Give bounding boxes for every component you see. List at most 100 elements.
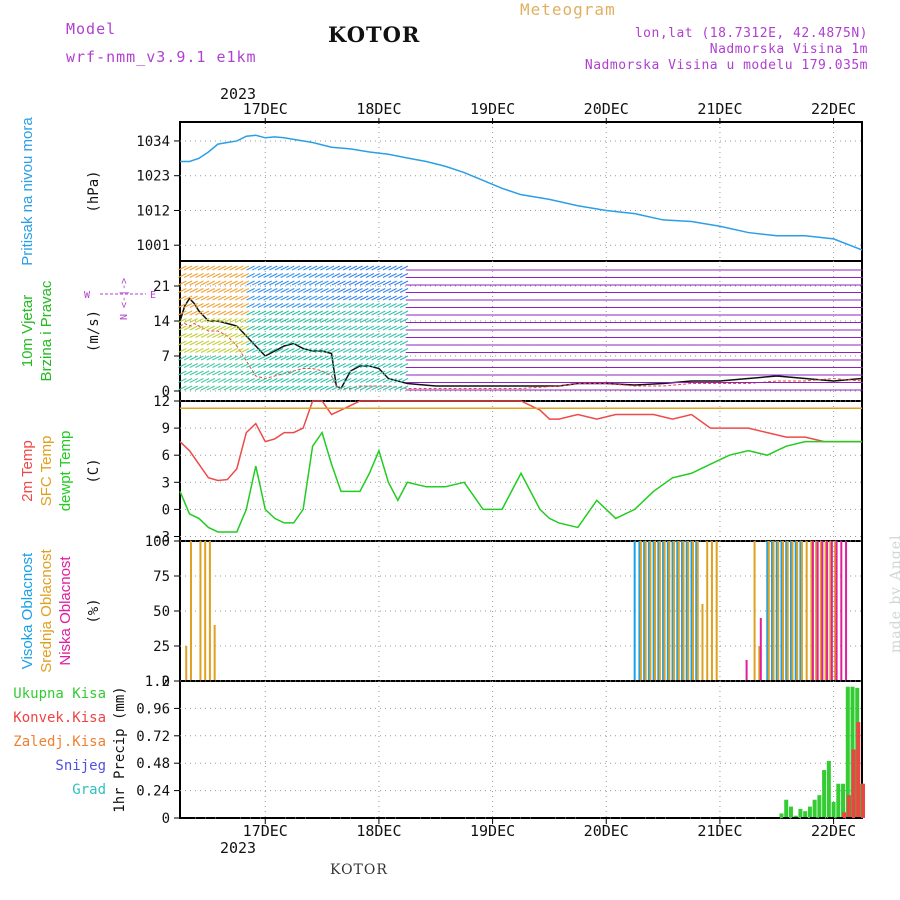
cloud-ylabel: Srednja Oblacnost: [38, 548, 55, 672]
wind-barb: [314, 318, 323, 323]
wind-barb: [257, 370, 267, 376]
wind-barb: [195, 265, 204, 271]
wind-barb: [314, 348, 323, 353]
wind-barb: [371, 273, 380, 278]
wind-barb: [314, 363, 323, 368]
wind-barb: [342, 333, 352, 338]
wind-barb: [377, 348, 386, 353]
wind-barb: [240, 378, 250, 383]
wind-barb: [342, 310, 352, 316]
wind-barb: [229, 340, 238, 346]
cloud-bar: [638, 541, 641, 681]
wind-barb: [320, 355, 329, 361]
wind-barb: [189, 333, 198, 338]
wind-barb: [394, 378, 403, 383]
wind-barb: [388, 273, 397, 278]
wind-barb: [274, 385, 284, 391]
wind-barb: [399, 355, 409, 361]
wind-barb: [360, 378, 369, 383]
wind-barb: [354, 325, 363, 331]
wind-barb: [320, 265, 329, 271]
precipitation-bar: [779, 813, 784, 818]
temperature-frame: [179, 400, 863, 542]
wind-barb: [360, 385, 369, 391]
cloud-bar: [199, 541, 202, 681]
wind-barb: [280, 325, 289, 331]
cloud-bar: [687, 541, 690, 681]
wind-barb: [314, 303, 323, 308]
cloud-bar: [647, 541, 650, 681]
wind-barb: [342, 340, 352, 346]
wind-barb: [257, 348, 267, 353]
wind-barb: [263, 325, 272, 331]
wind-barb: [291, 295, 301, 301]
cloud-bar: [791, 541, 794, 681]
wind-barb: [331, 280, 341, 286]
wind-barb: [360, 325, 369, 331]
wind-barb: [189, 288, 198, 293]
wind-barb: [178, 348, 187, 353]
wind-barb: [263, 370, 272, 376]
wind-barb: [308, 303, 318, 308]
wind-barb: [394, 385, 403, 391]
wind-barb: [377, 303, 386, 308]
cloud-bar: [701, 604, 704, 681]
wind-barb: [280, 340, 289, 346]
wind-barb: [394, 370, 403, 376]
wind-barb: [252, 280, 261, 286]
wind-barb: [286, 340, 295, 346]
wind-barb: [371, 310, 380, 316]
wind-barb: [212, 325, 221, 331]
wind-barb: [274, 333, 284, 338]
wind-barb: [291, 280, 301, 286]
wind-barb: [178, 385, 187, 391]
wind-barb: [371, 325, 380, 331]
wind-barb: [286, 378, 295, 383]
wind-barb: [371, 348, 380, 353]
wind-barb: [229, 280, 238, 286]
wind-barb: [195, 370, 204, 376]
wind-barb: [399, 340, 409, 346]
wind-barb: [399, 385, 409, 391]
wind-barb: [399, 273, 409, 278]
wind-barb: [303, 348, 312, 353]
wind-barb: [252, 318, 261, 323]
wind-barb: [325, 355, 335, 361]
wind-ylabel: Brzina i Pravac: [38, 280, 55, 381]
wind-barb: [217, 325, 227, 331]
wind-barb: [183, 363, 193, 368]
wind-barb: [257, 273, 267, 278]
wind-barb: [371, 385, 380, 391]
temperature-series-0: [179, 400, 862, 482]
wind-barb: [348, 265, 358, 271]
wind-barb: [189, 355, 198, 361]
cloud-bar: [649, 541, 652, 681]
wind-barb: [206, 355, 216, 361]
precip-legend-0: Ukupna Kisa: [13, 686, 106, 702]
wind-barb: [342, 288, 352, 293]
wind-barb: [388, 385, 397, 391]
precipitation-bar: [836, 783, 841, 818]
wind-barb: [394, 363, 403, 368]
wind-barb: [314, 333, 323, 338]
wind-barb: [229, 348, 238, 353]
wind-barb: [320, 318, 329, 323]
wind-barb: [274, 363, 284, 368]
wind-barb: [252, 385, 261, 391]
cloud-ytick-label: 75: [153, 569, 170, 585]
wind-barb: [217, 378, 227, 383]
wind-barb: [246, 303, 255, 308]
cloud-bar: [213, 625, 216, 681]
precipitation-bar: [846, 795, 851, 818]
wind-barb: [286, 370, 295, 376]
wind-barb: [274, 295, 284, 301]
wind-barb: [377, 288, 386, 293]
wind-barb: [297, 363, 306, 368]
wind-barb: [399, 280, 409, 286]
wind-barb: [360, 348, 369, 353]
cloud-bar: [796, 541, 799, 681]
wind-barb: [320, 340, 329, 346]
wind-barb: [269, 265, 278, 271]
wind-barb: [200, 348, 210, 353]
wind-barb: [360, 280, 369, 286]
